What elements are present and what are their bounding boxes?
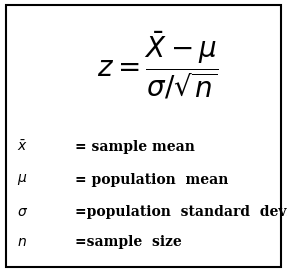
Text: = population  mean: = population mean xyxy=(75,172,228,187)
Text: $\sigma$: $\sigma$ xyxy=(17,205,28,219)
Text: $\mu$: $\mu$ xyxy=(17,172,28,187)
Text: $z = \dfrac{\bar{X} - \mu}{\sigma / \sqrt{n}}$: $z = \dfrac{\bar{X} - \mu}{\sigma / \sqr… xyxy=(97,29,219,101)
Text: = sample mean: = sample mean xyxy=(75,140,195,154)
Text: =population  standard  deviation: =population standard deviation xyxy=(75,205,287,219)
Text: $n$: $n$ xyxy=(17,235,27,249)
Text: $\bar{x}$: $\bar{x}$ xyxy=(17,140,28,154)
Text: =sample  size: =sample size xyxy=(75,235,181,249)
